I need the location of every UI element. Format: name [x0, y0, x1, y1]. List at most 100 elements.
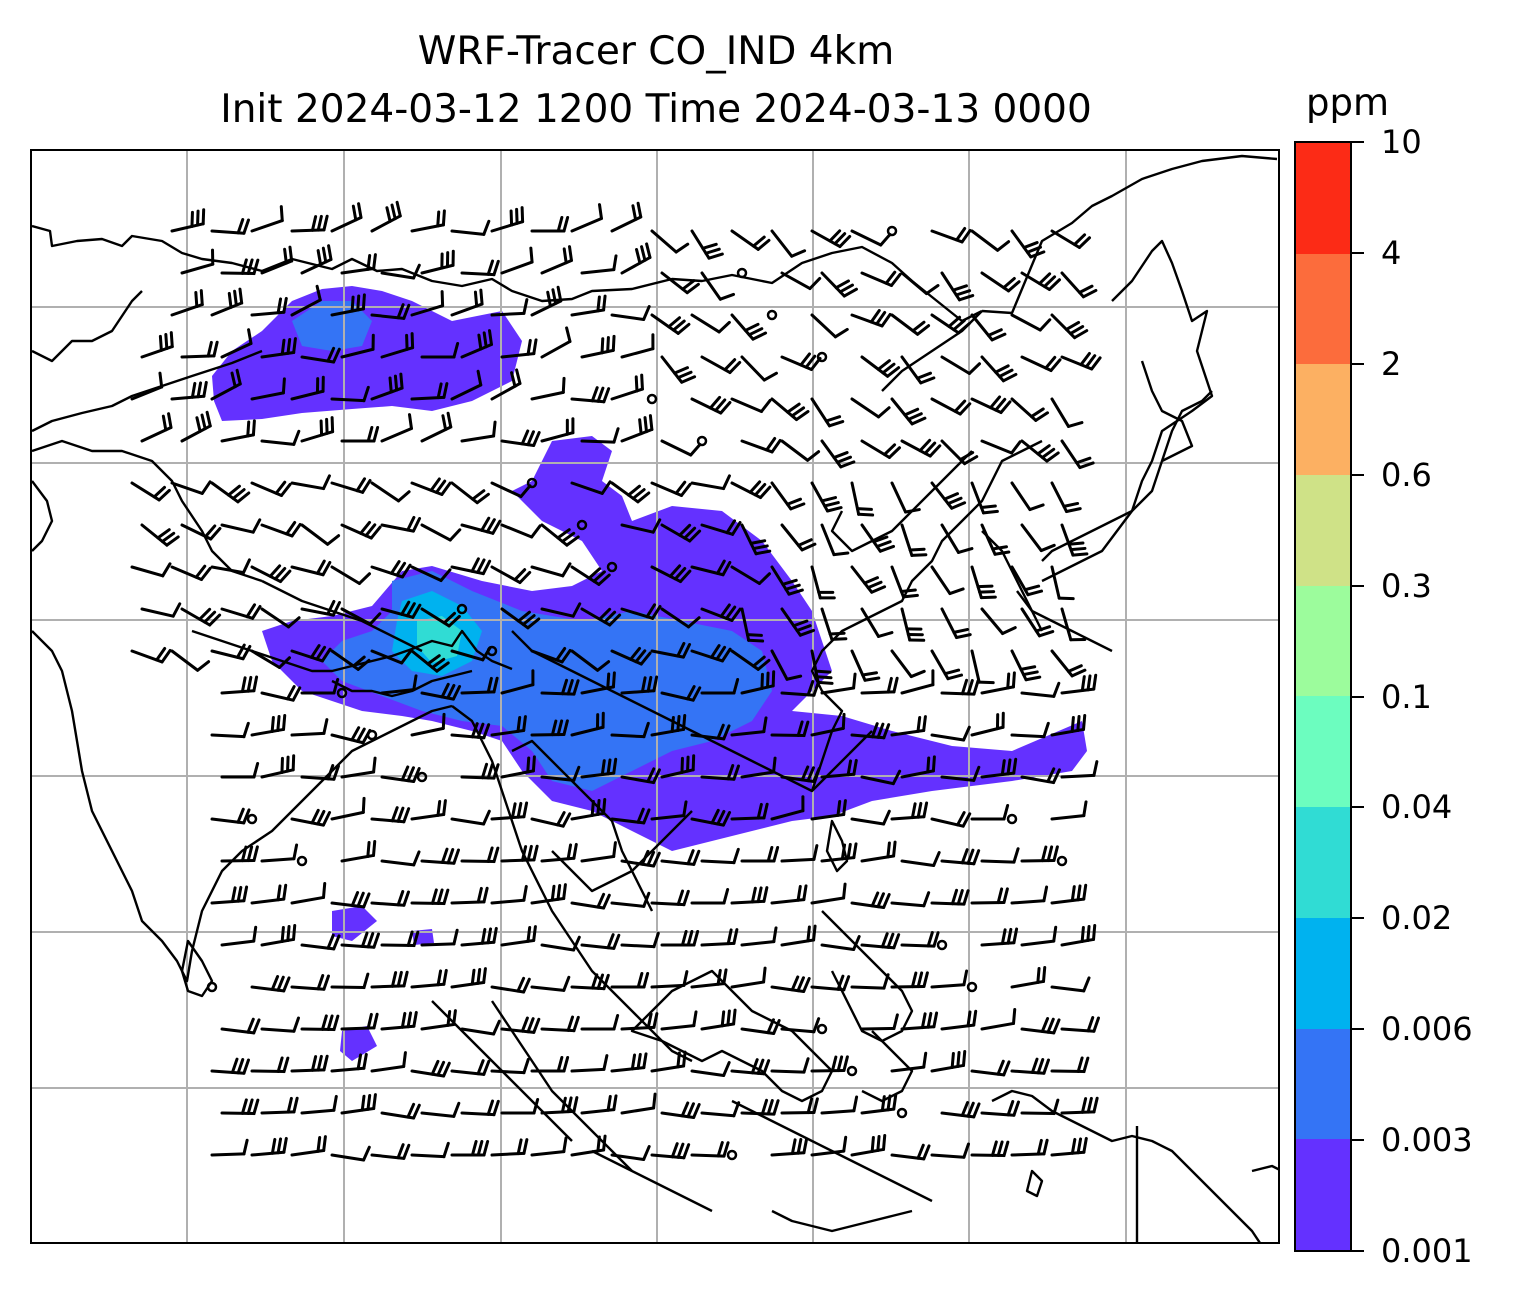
- wind-barb: [250, 1136, 288, 1157]
- wind-barb: [820, 935, 861, 951]
- wind-barb: [300, 523, 341, 546]
- calm-wind-marker: [726, 1149, 738, 1161]
- wind-barb: [610, 1052, 648, 1073]
- wind-barb: [700, 355, 742, 375]
- wind-barb: [450, 369, 483, 401]
- wind-barb: [970, 1140, 1010, 1158]
- wind-barb: [220, 925, 258, 947]
- wind-barb: [730, 716, 768, 737]
- wind-barb: [420, 411, 453, 443]
- colorbar-segment: [1296, 585, 1350, 697]
- wind-barb: [890, 649, 926, 679]
- wind-barb: [460, 846, 500, 864]
- wind-barb: [250, 883, 288, 905]
- wind-barb: [780, 352, 822, 372]
- wind-barb: [130, 481, 171, 502]
- wind-barb: [540, 842, 578, 863]
- wind-barb: [340, 1093, 377, 1115]
- wind-barb: [300, 1094, 338, 1115]
- wind-barb: [850, 809, 891, 826]
- colorbar-tick-label: 2: [1381, 344, 1402, 383]
- wind-barb: [1010, 1057, 1050, 1075]
- wind-barb: [530, 975, 571, 992]
- wind-barb: [820, 842, 858, 863]
- wind-barb: [420, 341, 460, 359]
- wind-barb: [940, 355, 982, 375]
- wind-barb: [300, 346, 341, 364]
- wind-barb: [140, 412, 173, 443]
- calm-wind-marker: [576, 519, 588, 531]
- wind-barb: [1050, 713, 1087, 737]
- wind-barb: [700, 928, 739, 947]
- wind-barb: [570, 892, 611, 910]
- wind-barb: [810, 799, 847, 821]
- wind-barb: [620, 333, 655, 359]
- wind-barb: [220, 1017, 261, 1035]
- wind-barb: [460, 420, 497, 443]
- map-panel[interactable]: [30, 149, 1280, 1244]
- wind-barb: [1010, 1138, 1049, 1157]
- calm-wind-marker: [816, 1023, 828, 1035]
- wind-barb: [340, 756, 377, 779]
- colorbar-tick-label: 0.006: [1381, 1010, 1473, 1049]
- wind-barb: [690, 559, 732, 577]
- wind-barb: [980, 355, 1018, 383]
- wind-barb: [580, 427, 620, 444]
- wind-barb: [740, 1018, 781, 1035]
- wind-barb: [650, 970, 689, 989]
- wind-barb: [1010, 721, 1050, 739]
- wind-barb: [860, 932, 901, 950]
- wind-barb: [300, 599, 342, 617]
- wind-barb: [1020, 439, 1060, 463]
- wind-barb: [820, 607, 848, 641]
- wind-barb: [380, 515, 422, 533]
- wind-barb: [370, 560, 412, 579]
- wind-barb: [770, 397, 810, 422]
- wind-barb: [770, 720, 810, 738]
- wind-barb: [260, 685, 302, 702]
- wind-barb: [810, 649, 834, 685]
- wind-barb: [690, 474, 731, 491]
- wind-barb: [930, 227, 972, 244]
- wind-barb: [980, 671, 1016, 695]
- wind-barb: [850, 309, 892, 328]
- wind-barb: [850, 229, 892, 247]
- wind-barb: [450, 967, 487, 989]
- calm-wind-marker: [336, 687, 348, 699]
- colorbar: [1294, 141, 1352, 1252]
- wind-barb: [530, 376, 566, 401]
- wind-barb: [210, 287, 244, 317]
- wind-barb: [380, 930, 420, 948]
- wind-barb: [610, 201, 643, 233]
- wind-barb: [940, 1009, 978, 1031]
- wind-barb: [860, 270, 902, 288]
- wind-barb: [540, 935, 581, 952]
- wind-barb: [690, 313, 731, 334]
- wind-barb: [260, 843, 299, 863]
- wind-barb: [690, 1061, 731, 1077]
- wind-barb: [540, 765, 581, 782]
- wind-barb: [370, 303, 411, 320]
- wind-barb: [930, 1142, 970, 1159]
- wind-barb: [290, 974, 330, 991]
- wind-barb: [210, 368, 242, 401]
- wind-barb: [490, 298, 529, 317]
- wind-barb: [180, 523, 222, 541]
- wind-barb: [930, 565, 965, 596]
- wind-barb: [530, 719, 569, 737]
- wind-barb: [980, 1100, 1020, 1117]
- wind-barb: [450, 219, 491, 236]
- wind-barb: [260, 245, 294, 275]
- wind-barb: [980, 1007, 1017, 1031]
- wind-barb: [900, 931, 940, 948]
- wind-barb: [500, 246, 534, 275]
- wind-barb: [890, 1051, 928, 1073]
- wind-barb: [1060, 351, 1102, 371]
- wind-barb: [370, 1051, 407, 1073]
- wind-barb: [220, 1098, 260, 1116]
- wind-barb: [500, 523, 542, 539]
- wind-barb: [740, 607, 765, 643]
- wind-barb: [420, 682, 462, 701]
- wind-barb: [930, 481, 967, 510]
- wind-barb: [490, 206, 525, 233]
